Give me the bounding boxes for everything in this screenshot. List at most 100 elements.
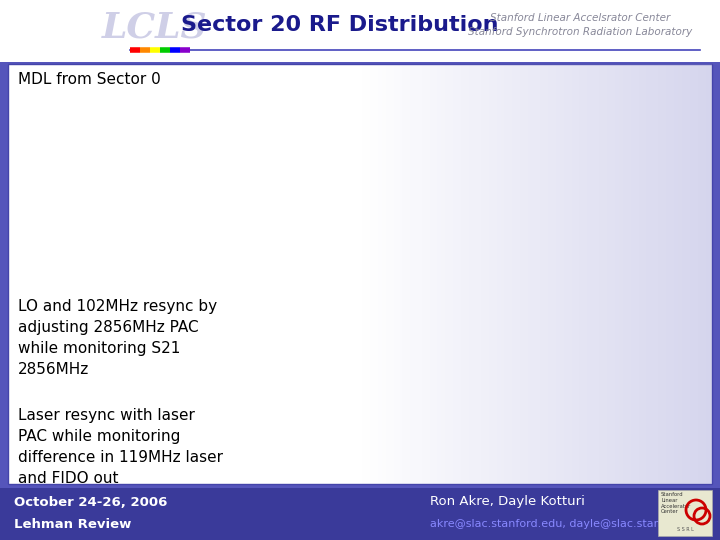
- Bar: [372, 64, 373, 484]
- Bar: [647, 64, 648, 484]
- Bar: [518, 64, 519, 484]
- Bar: [459, 64, 460, 484]
- Bar: [563, 64, 564, 484]
- Bar: [577, 64, 578, 484]
- Bar: [629, 64, 630, 484]
- Bar: [432, 64, 433, 484]
- Bar: [607, 64, 608, 484]
- Bar: [485, 64, 486, 484]
- Bar: [554, 64, 555, 484]
- Bar: [361, 64, 362, 484]
- Bar: [516, 64, 517, 484]
- Bar: [710, 64, 711, 484]
- Bar: [569, 64, 570, 484]
- Bar: [680, 64, 681, 484]
- Bar: [648, 64, 649, 484]
- Bar: [561, 64, 562, 484]
- Bar: [596, 64, 597, 484]
- Bar: [580, 64, 581, 484]
- Bar: [427, 64, 428, 484]
- Bar: [564, 64, 565, 484]
- Bar: [548, 64, 549, 484]
- Bar: [617, 64, 618, 484]
- Bar: [442, 64, 443, 484]
- Bar: [584, 64, 585, 484]
- Bar: [420, 64, 421, 484]
- Bar: [678, 64, 679, 484]
- Bar: [550, 64, 551, 484]
- Bar: [603, 64, 604, 484]
- Bar: [539, 64, 540, 484]
- Bar: [599, 64, 600, 484]
- Bar: [685, 64, 686, 484]
- Bar: [472, 64, 473, 484]
- Bar: [635, 64, 636, 484]
- Bar: [614, 64, 615, 484]
- Bar: [560, 64, 561, 484]
- Bar: [707, 64, 708, 484]
- Bar: [496, 64, 497, 484]
- Bar: [536, 64, 537, 484]
- Bar: [700, 64, 701, 484]
- Bar: [453, 64, 454, 484]
- Bar: [437, 64, 438, 484]
- Bar: [423, 64, 424, 484]
- Bar: [450, 64, 451, 484]
- Bar: [511, 64, 512, 484]
- Bar: [598, 64, 599, 484]
- Bar: [541, 64, 542, 484]
- Bar: [421, 64, 422, 484]
- Bar: [493, 64, 494, 484]
- Bar: [693, 64, 694, 484]
- Bar: [643, 64, 644, 484]
- Bar: [652, 64, 653, 484]
- Bar: [594, 64, 595, 484]
- Bar: [575, 64, 576, 484]
- Bar: [524, 64, 525, 484]
- Bar: [601, 64, 602, 484]
- Bar: [409, 64, 410, 484]
- Bar: [529, 64, 530, 484]
- Bar: [686, 64, 687, 484]
- Bar: [415, 64, 416, 484]
- Bar: [546, 64, 547, 484]
- Bar: [573, 64, 574, 484]
- Bar: [497, 64, 498, 484]
- Bar: [413, 64, 414, 484]
- Bar: [642, 64, 643, 484]
- Bar: [412, 64, 413, 484]
- Text: October 24-26, 2006: October 24-26, 2006: [14, 496, 167, 509]
- Bar: [658, 64, 659, 484]
- Bar: [402, 64, 403, 484]
- Bar: [8, 64, 712, 484]
- Bar: [502, 64, 503, 484]
- Bar: [464, 64, 465, 484]
- Bar: [691, 64, 692, 484]
- Bar: [373, 64, 374, 484]
- Bar: [495, 64, 496, 484]
- Text: S S R L: S S R L: [677, 527, 693, 532]
- Bar: [523, 64, 524, 484]
- Bar: [441, 64, 442, 484]
- Bar: [697, 64, 698, 484]
- Bar: [611, 64, 612, 484]
- Bar: [605, 64, 606, 484]
- Bar: [649, 64, 650, 484]
- Bar: [451, 64, 452, 484]
- Bar: [711, 64, 712, 484]
- Bar: [630, 64, 631, 484]
- Bar: [570, 64, 571, 484]
- Bar: [626, 64, 627, 484]
- Bar: [426, 64, 427, 484]
- Bar: [481, 64, 482, 484]
- Bar: [622, 64, 623, 484]
- Bar: [574, 64, 575, 484]
- Bar: [477, 64, 478, 484]
- Bar: [425, 64, 426, 484]
- Bar: [706, 64, 707, 484]
- Bar: [657, 64, 658, 484]
- Bar: [400, 64, 401, 484]
- Bar: [377, 64, 378, 484]
- Bar: [473, 64, 474, 484]
- Bar: [509, 64, 510, 484]
